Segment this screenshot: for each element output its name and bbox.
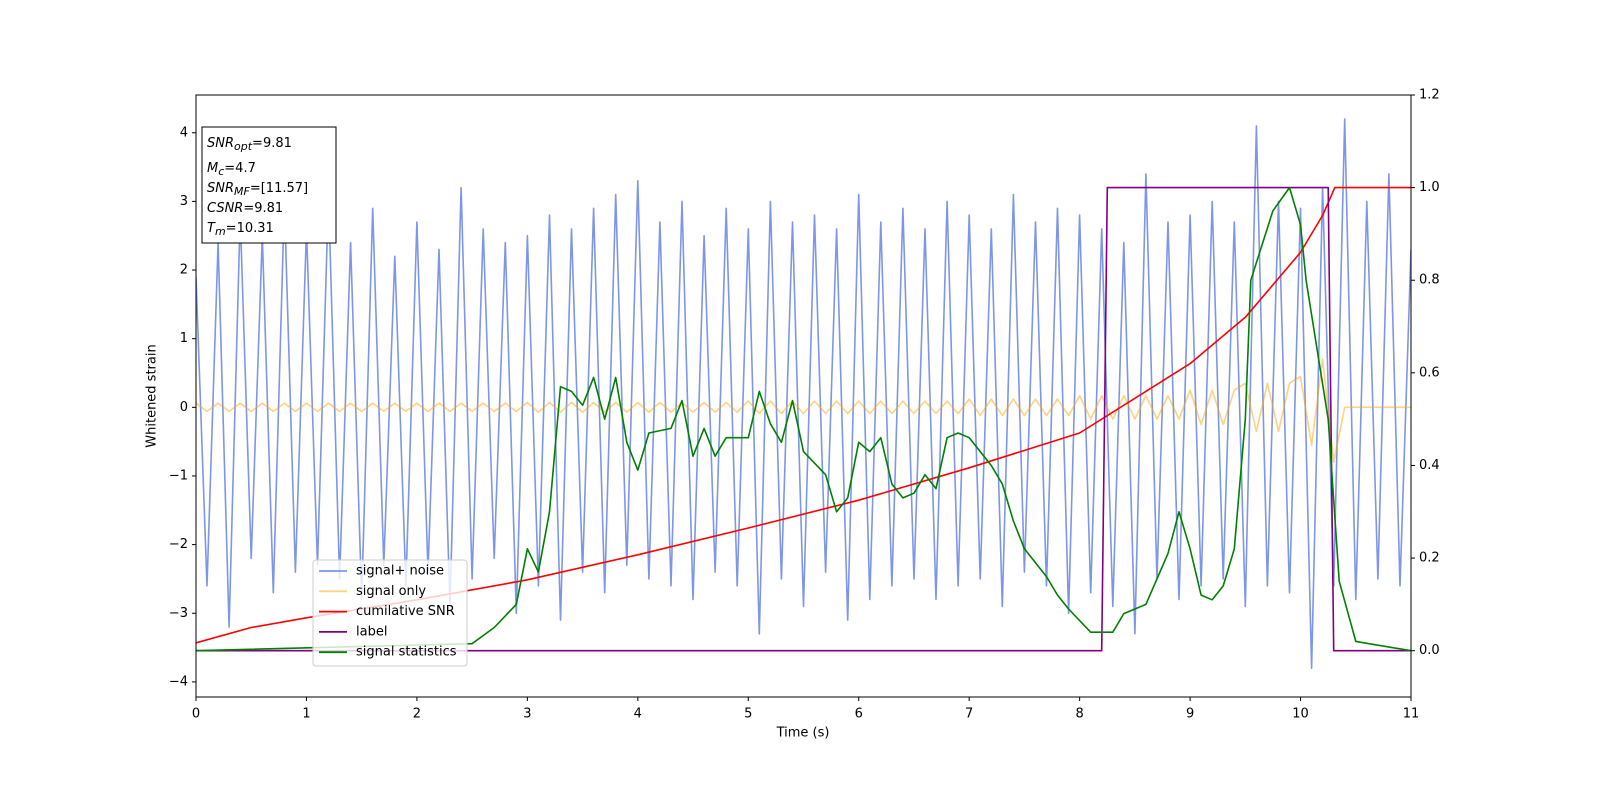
y-tick-label: −2 bbox=[169, 537, 188, 552]
y-tick-label: −3 bbox=[169, 606, 188, 621]
y2-tick-label: 1.0 bbox=[1419, 180, 1440, 195]
legend-label: signal only bbox=[356, 584, 426, 599]
y2-tick-label: 1.2 bbox=[1419, 88, 1440, 103]
annotation-text: Mc=4.7 bbox=[207, 161, 256, 179]
x-tick-label: 1 bbox=[302, 707, 310, 722]
series-line bbox=[196, 358, 1411, 463]
annotation-text: SNRMF=[11.57] bbox=[207, 181, 308, 199]
series-line bbox=[196, 186, 1411, 652]
y-tick-label: 4 bbox=[180, 125, 188, 140]
annotation-sub: m bbox=[215, 225, 226, 238]
annotation-main: M bbox=[207, 161, 218, 176]
y-tick-label: −4 bbox=[169, 674, 188, 689]
y2-tick-label: 0.0 bbox=[1419, 643, 1440, 658]
legend: signal+ noise signal only cumilative SNR la… bbox=[312, 559, 468, 667]
x-tick-label: 10 bbox=[1292, 707, 1309, 722]
x-tick-label: 5 bbox=[744, 707, 752, 722]
x-tick-label: 0 bbox=[192, 707, 200, 722]
annotation-sub: c bbox=[218, 165, 224, 178]
annotation-main: CSNR bbox=[207, 201, 243, 216]
annotation-box bbox=[201, 126, 337, 244]
y2-tick-label: 0.6 bbox=[1419, 365, 1440, 380]
annotation-rest: =[11.57] bbox=[250, 181, 308, 196]
y-tick-label: 2 bbox=[180, 263, 188, 278]
annotation-main: SNR bbox=[207, 136, 234, 151]
x-tick-label: 9 bbox=[1186, 707, 1194, 722]
y2-tick-label: 0.8 bbox=[1419, 273, 1440, 288]
annotation-rest: =10.31 bbox=[226, 221, 274, 236]
x-tick-label: 6 bbox=[855, 707, 863, 722]
y-tick-label: −1 bbox=[169, 468, 188, 483]
series-line bbox=[196, 186, 1411, 652]
legend-label: signal+ noise bbox=[356, 564, 444, 579]
legend-label: label bbox=[356, 624, 387, 639]
x-tick-label: 8 bbox=[1075, 707, 1083, 722]
x-tick-label: 11 bbox=[1403, 707, 1420, 722]
legend-box bbox=[312, 559, 468, 667]
annotation-main: SNR bbox=[207, 181, 234, 196]
annotation-rest: =9.81 bbox=[252, 136, 292, 151]
x-tick-label: 4 bbox=[634, 707, 642, 722]
y2-tick-label: 0.2 bbox=[1419, 551, 1440, 566]
annotation: SNRopt=9.81Mc=4.7SNRMF=[11.57]CSNR=9.81T… bbox=[201, 126, 337, 244]
x-tick-label: 2 bbox=[413, 707, 421, 722]
legend-label: cumilative SNR bbox=[356, 604, 455, 619]
y-tick-label: 0 bbox=[180, 400, 188, 415]
y-tick-label: 1 bbox=[180, 331, 188, 346]
annotation-text: SNRopt=9.81 bbox=[207, 136, 292, 154]
y2-tick-label: 0.4 bbox=[1419, 458, 1440, 473]
y-axis-label: Whitened strain bbox=[145, 344, 160, 447]
annotation-main: T bbox=[207, 221, 216, 236]
x-tick-label: 3 bbox=[523, 707, 531, 722]
legend-label: signal statistics bbox=[356, 645, 457, 660]
annotation-rest: =4.7 bbox=[224, 161, 256, 176]
x-axis-label: Time (s) bbox=[776, 726, 830, 741]
y-tick-label: 3 bbox=[180, 194, 188, 209]
annotation-text: CSNR=9.81 bbox=[207, 201, 283, 216]
annotation-sub: MF bbox=[234, 185, 250, 198]
annotation-rest: =9.81 bbox=[243, 201, 283, 216]
x-tick-label: 7 bbox=[965, 707, 973, 722]
annotation-sub: opt bbox=[234, 140, 253, 153]
annotation-text: Tm=10.31 bbox=[207, 221, 274, 239]
plot-frame bbox=[195, 94, 1412, 698]
series-line bbox=[196, 118, 1411, 669]
